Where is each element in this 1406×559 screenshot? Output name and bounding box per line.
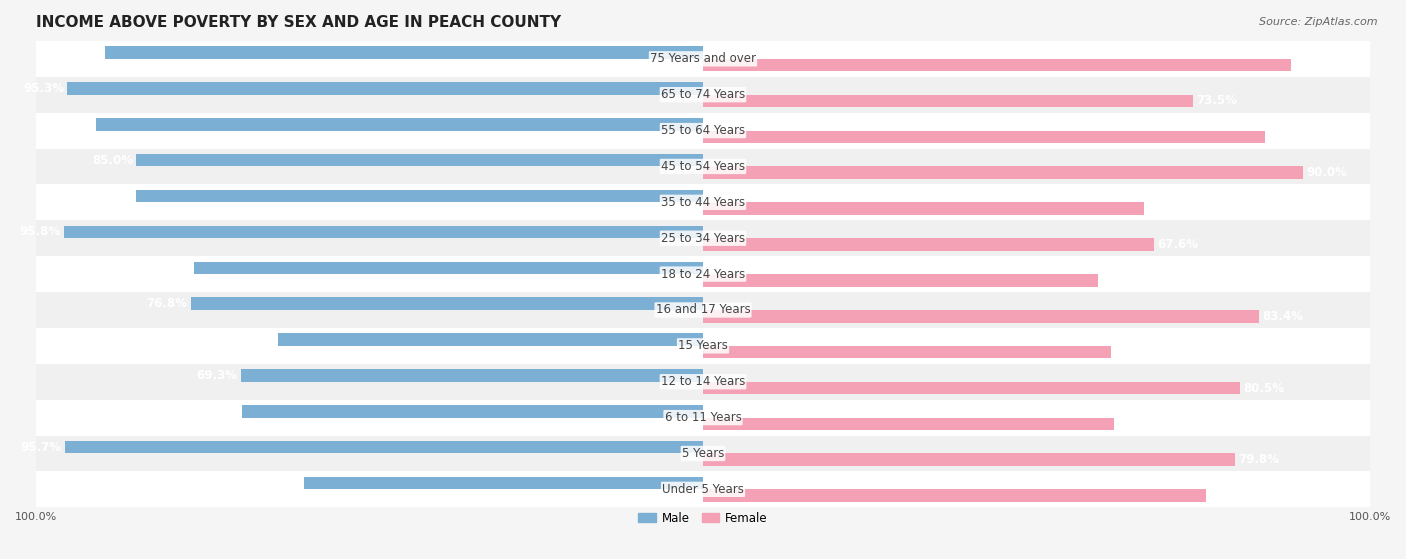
- Text: 95.8%: 95.8%: [20, 225, 60, 239]
- Bar: [96, 118, 703, 131]
- Text: 83.4%: 83.4%: [1263, 310, 1303, 323]
- Text: INCOME ABOVE POVERTY BY SEX AND AGE IN PEACH COUNTY: INCOME ABOVE POVERTY BY SEX AND AGE IN P…: [37, 15, 561, 30]
- Text: 12 to 14 Years: 12 to 14 Years: [661, 375, 745, 389]
- Bar: [37, 220, 1369, 256]
- Bar: [105, 46, 703, 59]
- Legend: Male, Female: Male, Female: [634, 507, 772, 529]
- Bar: [65, 441, 703, 453]
- Text: 79.8%: 79.8%: [1239, 453, 1279, 466]
- Bar: [37, 400, 1369, 435]
- Text: 5 Years: 5 Years: [682, 447, 724, 460]
- Bar: [703, 489, 1206, 502]
- Bar: [703, 310, 1260, 323]
- Bar: [703, 274, 1098, 287]
- Bar: [703, 131, 1264, 143]
- Text: 80.5%: 80.5%: [1243, 381, 1284, 395]
- Bar: [240, 369, 703, 382]
- Bar: [37, 113, 1369, 149]
- Text: 76.8%: 76.8%: [146, 297, 187, 310]
- Text: 69.3%: 69.3%: [197, 369, 238, 382]
- Text: 75 Years and over: 75 Years and over: [650, 53, 756, 65]
- Bar: [242, 405, 703, 418]
- Text: 6 to 11 Years: 6 to 11 Years: [665, 411, 741, 424]
- Bar: [37, 256, 1369, 292]
- Bar: [703, 418, 1115, 430]
- Text: 95.7%: 95.7%: [21, 440, 62, 454]
- Bar: [703, 453, 1234, 466]
- Bar: [37, 471, 1369, 508]
- Text: 89.7%: 89.7%: [60, 46, 101, 59]
- Text: Source: ZipAtlas.com: Source: ZipAtlas.com: [1260, 17, 1378, 27]
- Bar: [136, 190, 703, 202]
- Text: 75.4%: 75.4%: [1209, 489, 1250, 502]
- Text: 25 to 34 Years: 25 to 34 Years: [661, 232, 745, 245]
- Text: 59.3%: 59.3%: [1102, 274, 1143, 287]
- Text: 65 to 74 Years: 65 to 74 Years: [661, 88, 745, 101]
- Bar: [277, 333, 703, 346]
- Text: 63.8%: 63.8%: [233, 333, 274, 346]
- Text: 66.2%: 66.2%: [1147, 202, 1189, 215]
- Text: 95.3%: 95.3%: [22, 82, 65, 95]
- Bar: [703, 94, 1194, 107]
- Bar: [191, 297, 703, 310]
- Bar: [37, 184, 1369, 220]
- Bar: [703, 167, 1303, 179]
- Bar: [67, 82, 703, 94]
- Text: 61.7%: 61.7%: [1118, 418, 1159, 430]
- Bar: [703, 238, 1154, 251]
- Bar: [37, 77, 1369, 113]
- Text: 91.0%: 91.0%: [52, 118, 93, 131]
- Text: 35 to 44 Years: 35 to 44 Years: [661, 196, 745, 209]
- Bar: [194, 262, 703, 274]
- Text: 16 and 17 Years: 16 and 17 Years: [655, 304, 751, 316]
- Bar: [703, 382, 1240, 394]
- Bar: [37, 435, 1369, 471]
- Text: Under 5 Years: Under 5 Years: [662, 483, 744, 496]
- Bar: [37, 149, 1369, 184]
- Bar: [37, 364, 1369, 400]
- Bar: [703, 202, 1144, 215]
- Text: 45 to 54 Years: 45 to 54 Years: [661, 160, 745, 173]
- Text: 18 to 24 Years: 18 to 24 Years: [661, 268, 745, 281]
- Text: 76.3%: 76.3%: [150, 261, 191, 274]
- Text: 67.6%: 67.6%: [1157, 238, 1198, 251]
- Text: 61.2%: 61.2%: [1115, 345, 1156, 359]
- Text: 85.0%: 85.0%: [91, 190, 132, 202]
- Bar: [37, 292, 1369, 328]
- Bar: [37, 41, 1369, 77]
- Text: 55 to 64 Years: 55 to 64 Years: [661, 124, 745, 137]
- Bar: [136, 154, 703, 167]
- Bar: [304, 477, 703, 489]
- Text: 90.0%: 90.0%: [1306, 166, 1347, 179]
- Text: 84.2%: 84.2%: [1268, 130, 1309, 143]
- Text: 59.9%: 59.9%: [259, 477, 301, 490]
- Bar: [703, 59, 1291, 72]
- Text: 15 Years: 15 Years: [678, 339, 728, 352]
- Bar: [37, 328, 1369, 364]
- Bar: [65, 226, 703, 238]
- Text: 85.0%: 85.0%: [91, 154, 132, 167]
- Text: 88.2%: 88.2%: [1295, 59, 1336, 72]
- Text: 73.5%: 73.5%: [1197, 94, 1237, 107]
- Text: 69.1%: 69.1%: [198, 405, 239, 418]
- Bar: [703, 346, 1111, 358]
